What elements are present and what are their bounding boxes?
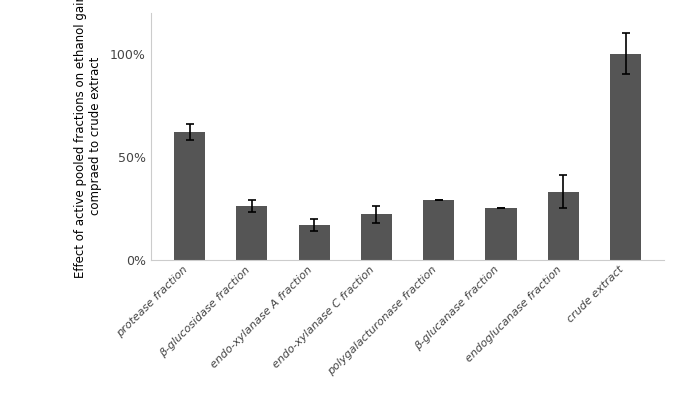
Bar (236, 206, 267, 260)
Bar (423, 200, 454, 260)
Y-axis label: Effect of active pooled fractions on ethanol gain
compraed to crude extract: Effect of active pooled fractions on eth… (73, 0, 101, 278)
Bar (174, 132, 206, 260)
Bar (299, 225, 329, 260)
Bar (548, 192, 579, 260)
Bar (610, 54, 641, 260)
Bar (361, 215, 392, 260)
Bar (486, 208, 516, 260)
